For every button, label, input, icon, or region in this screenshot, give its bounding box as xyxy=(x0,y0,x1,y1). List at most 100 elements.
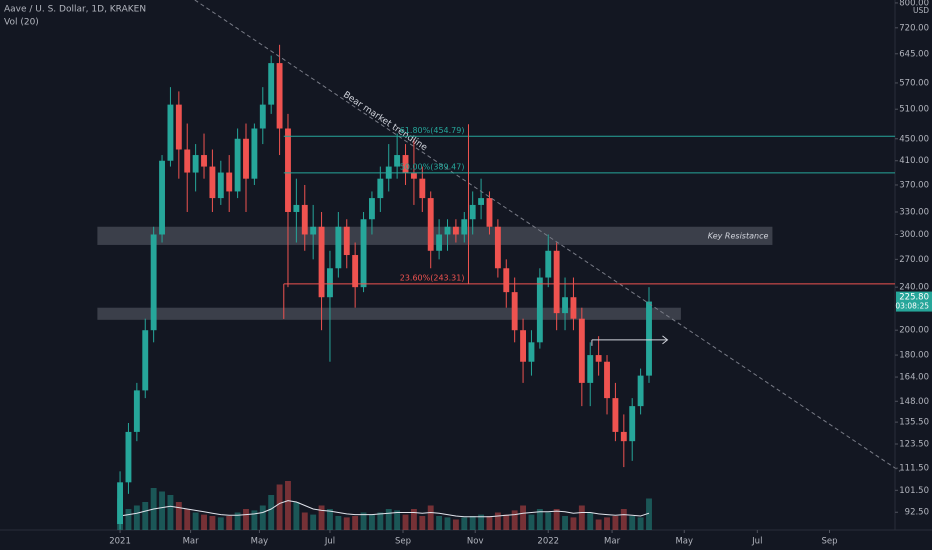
candle-body xyxy=(243,138,249,179)
x-tick-label: Mar xyxy=(183,537,200,547)
y-tick-label: 330.00 xyxy=(899,207,929,217)
candle-body xyxy=(226,172,233,192)
candle-body xyxy=(637,375,644,407)
candle-body xyxy=(343,226,350,256)
volume-bar xyxy=(629,516,636,530)
volume-bar xyxy=(637,517,644,530)
candle-body xyxy=(209,166,216,199)
price-tag xyxy=(896,291,932,312)
candle-body xyxy=(184,149,191,173)
volume-ma-line xyxy=(120,500,650,518)
volume-bar xyxy=(293,502,300,530)
candle-body xyxy=(469,204,476,220)
volume-bar xyxy=(268,495,275,530)
y-tick-label: 720.00 xyxy=(899,23,929,33)
volume-bar xyxy=(461,517,468,530)
price-tag-label: 225.80 xyxy=(899,293,929,303)
volume-bar xyxy=(469,516,476,530)
candle-body xyxy=(410,172,417,179)
candle-body xyxy=(142,330,149,391)
candle-body xyxy=(192,155,199,173)
volume-bar xyxy=(301,512,308,530)
chart-title: Aave / U. S. Dollar, 1D, KRAKEN xyxy=(4,5,146,15)
volume-bar xyxy=(226,516,233,530)
volume-bar xyxy=(452,519,459,530)
candle-body xyxy=(217,172,224,199)
x-tick-label: Nov xyxy=(467,537,484,547)
candle-body xyxy=(629,406,636,442)
y-tick-label: 101.50 xyxy=(899,486,929,496)
volume-bar xyxy=(436,516,443,530)
volume-bar xyxy=(192,512,199,530)
x-tick-label: May xyxy=(251,537,269,547)
volume-bar xyxy=(427,505,434,530)
candle-body xyxy=(175,104,182,150)
fib-label: 61.80%(454.79) xyxy=(400,126,465,135)
volume-bar xyxy=(385,509,392,530)
volume-bar xyxy=(494,512,501,530)
candle-body xyxy=(318,226,325,298)
candle-body xyxy=(293,204,300,212)
candle-body xyxy=(377,178,384,199)
volume-bar xyxy=(343,517,350,530)
candle-body xyxy=(620,431,627,442)
y-tick-label: 645.00 xyxy=(899,49,929,59)
y-tick-label: 800.00 xyxy=(899,0,929,8)
volume-bar xyxy=(276,484,283,530)
volume-bar xyxy=(159,491,165,530)
volume-bar xyxy=(285,481,291,530)
volume-bar xyxy=(209,516,216,530)
y-tick-label: 135.50 xyxy=(899,418,929,428)
y-tick-label: 570.00 xyxy=(899,78,929,88)
candle-body xyxy=(587,355,594,383)
volume-bar xyxy=(377,512,384,530)
y-tick-label: 111.50 xyxy=(899,464,929,474)
volume-bar xyxy=(528,514,535,530)
volume-bar xyxy=(243,509,249,530)
volume-bar xyxy=(520,505,527,530)
volume-bar xyxy=(259,505,266,530)
volume-bar xyxy=(368,514,375,530)
candle-body xyxy=(125,431,132,483)
candle-body xyxy=(461,219,468,235)
x-tick-label: Sep xyxy=(395,537,411,547)
candle-body xyxy=(133,390,140,432)
volume-bar xyxy=(217,517,224,530)
candle-body xyxy=(612,398,619,432)
zone xyxy=(97,307,681,320)
candle-body xyxy=(335,226,342,269)
volume-bar xyxy=(646,498,652,530)
currency-label: USD xyxy=(913,6,929,15)
y-tick-label: 200.00 xyxy=(899,326,929,336)
candle-body xyxy=(285,128,291,212)
volume-bar xyxy=(201,514,207,530)
candle-body xyxy=(352,255,359,288)
volume-bar xyxy=(394,510,401,530)
candle-body xyxy=(536,277,543,343)
volume-bar xyxy=(604,517,610,530)
axes: 800.00 720.00 645.00 570.00 510.00 450.00 410.… xyxy=(109,0,932,547)
candle-body xyxy=(494,226,501,269)
x-tick-label: Jul xyxy=(324,537,335,547)
x-tick-label: Sep xyxy=(821,537,837,547)
candle-body xyxy=(427,198,434,251)
volume-bar xyxy=(167,495,174,530)
volume-bar xyxy=(503,514,510,530)
candle-body xyxy=(486,198,493,227)
candle-body xyxy=(259,104,266,129)
candle-body xyxy=(268,63,275,105)
y-tick-label: 450.00 xyxy=(899,134,929,144)
volume-bar xyxy=(595,519,602,530)
candle-body xyxy=(595,355,602,362)
volume-bar xyxy=(511,510,518,530)
zones: Key Resistance xyxy=(97,226,773,320)
y-tick-label: 270.00 xyxy=(899,255,929,265)
volume xyxy=(117,481,652,530)
volume-bar xyxy=(553,509,560,530)
x-tick-label: Mar xyxy=(604,537,621,547)
y-tick-label: 92.50 xyxy=(905,508,929,518)
trendline xyxy=(194,0,901,472)
